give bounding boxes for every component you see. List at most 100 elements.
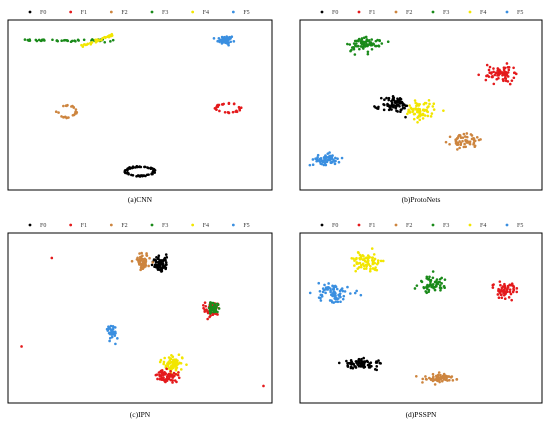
data-point (439, 373, 442, 377)
legend-marker (69, 10, 73, 14)
data-point (371, 42, 375, 46)
data-point (327, 282, 330, 285)
data-point (435, 278, 439, 281)
data-point (157, 267, 160, 271)
data-point (363, 45, 367, 48)
data-point (512, 285, 516, 289)
chart-panel: F0 F1 F2 F3 F4 F5 (d)PSSPN (299, 223, 543, 419)
data-point (392, 96, 396, 100)
panel-caption: (b)ProtoNets (402, 195, 441, 204)
panel-caption: (a)CNN (128, 195, 153, 204)
data-point (358, 47, 361, 51)
data-point (210, 307, 214, 310)
data-point (398, 97, 402, 100)
data-point (125, 168, 129, 171)
data-point (421, 381, 424, 384)
data-point (157, 254, 161, 258)
data-point (410, 107, 413, 111)
legend-marker (394, 10, 398, 14)
data-point (145, 253, 148, 257)
data-point (223, 35, 226, 39)
legend-label: F1 (369, 223, 375, 229)
data-point (431, 276, 435, 280)
data-point (352, 42, 356, 45)
data-points (23, 32, 243, 178)
data-point (499, 283, 502, 287)
data-point (500, 293, 503, 296)
data-point (514, 72, 518, 76)
data-point (177, 376, 181, 380)
data-point (491, 286, 495, 289)
data-point (461, 136, 465, 139)
data-point (140, 251, 143, 255)
data-point (110, 34, 113, 38)
data-point (76, 38, 80, 42)
data-point (352, 257, 355, 260)
data-point (326, 158, 329, 162)
data-point (100, 38, 103, 42)
data-point (346, 364, 350, 368)
data-point (113, 330, 117, 334)
data-point (357, 265, 361, 269)
data-point (165, 375, 169, 378)
data-point (361, 45, 365, 48)
data-point (217, 37, 221, 40)
legend-label: F5 (517, 223, 523, 229)
data-point (164, 261, 168, 264)
data-point (473, 139, 477, 143)
data-point (470, 134, 474, 137)
data-point (468, 142, 472, 146)
data-point (391, 101, 394, 105)
data-point (427, 285, 431, 288)
data-point (108, 332, 112, 335)
data-point (433, 285, 437, 289)
data-point (507, 296, 511, 299)
data-point (500, 286, 504, 290)
data-point (492, 67, 495, 70)
data-point (334, 285, 338, 289)
data-point (223, 111, 227, 114)
data-point (326, 286, 330, 289)
data-point (515, 287, 519, 290)
data-point (346, 285, 349, 289)
data-point (371, 267, 375, 270)
data-point (216, 310, 219, 314)
data-point (378, 361, 382, 365)
legend-marker (468, 10, 472, 14)
data-point (497, 296, 501, 300)
data-point (382, 103, 385, 106)
data-point (375, 262, 379, 266)
data-point (334, 156, 337, 160)
data-point (141, 254, 144, 258)
data-point (150, 167, 154, 170)
legend-marker (191, 10, 195, 14)
panel-caption: (c)IPN (130, 410, 151, 419)
data-point (475, 135, 479, 139)
data-point (219, 38, 223, 42)
data-point (151, 172, 154, 176)
data-point (221, 103, 225, 106)
data-point (108, 339, 111, 343)
data-point (164, 380, 167, 384)
data-point (503, 76, 507, 80)
legend-marker (320, 223, 324, 227)
data-point (138, 257, 142, 261)
data-point (334, 294, 337, 298)
data-point (355, 262, 359, 266)
data-point (151, 261, 155, 264)
legend-marker (505, 223, 509, 227)
data-point (208, 303, 212, 307)
data-point (322, 159, 325, 162)
data-point (39, 39, 43, 43)
data-point (431, 372, 435, 376)
data-point (316, 153, 320, 157)
data-point (150, 263, 154, 267)
data-point (512, 290, 515, 293)
data-point (161, 258, 165, 262)
legend-label: F1 (369, 10, 375, 16)
data-point (414, 374, 418, 378)
data-point (497, 70, 501, 73)
data-point (486, 74, 489, 77)
data-point (154, 264, 158, 267)
